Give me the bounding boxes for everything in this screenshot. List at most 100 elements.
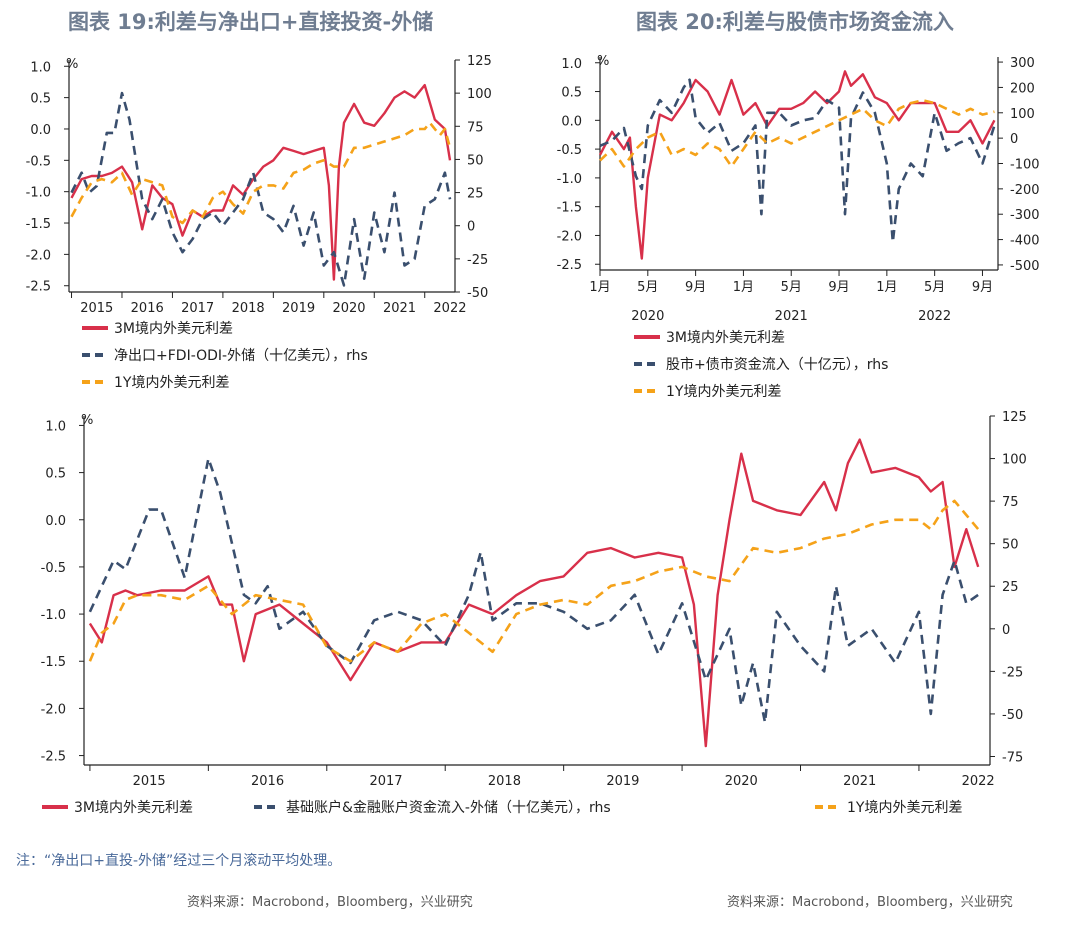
chart20-series-0 — [598, 70, 996, 260]
chart20-ytick-right: 200 — [1010, 81, 1035, 96]
chart19-y-unit: % — [66, 57, 78, 72]
chart-bottom-legend-label: 3M境内外美元利差 — [74, 800, 193, 816]
chart20-ytick-left: 1.0 — [561, 57, 582, 72]
chart19-xtick: 2017 — [181, 301, 214, 316]
chart20-xtick: 1月 — [876, 280, 897, 295]
chart19-xtick: 2018 — [232, 301, 265, 316]
chart20-xtick: 9月 — [685, 280, 706, 295]
chart19-legend-label: 1Y境内外美元利差 — [114, 375, 229, 391]
chart20-y-unit: % — [597, 54, 609, 69]
chart20-title: 图表 20:利差与股债市场资金流入 — [636, 10, 954, 34]
chart19-ytick-left: -0.5 — [26, 154, 51, 169]
chart19-series-1 — [70, 91, 452, 287]
chart20-ytick-left: -1.0 — [557, 172, 582, 187]
chart19-xtick: 2019 — [282, 301, 315, 316]
chart19-ytick-left: -2.5 — [26, 280, 51, 295]
chart19-xtick: 2015 — [80, 301, 113, 316]
chart19-series-2 — [70, 121, 452, 225]
chart19-ytick-right: 50 — [467, 153, 484, 168]
chart-bottom-legend-label: 1Y境内外美元利差 — [847, 800, 962, 816]
chart19-ytick-right: 0 — [467, 220, 475, 235]
chart20-year-label: 2022 — [918, 309, 951, 324]
chart20-series-2 — [599, 98, 995, 168]
chart19-ytick-left: 1.0 — [30, 60, 51, 75]
chart19-ytick-right: -50 — [467, 286, 488, 301]
chart-bottom-ytick-right: 0 — [1002, 623, 1010, 638]
chart19-ytick-left: -2.0 — [26, 248, 51, 263]
chart19-xtick: 2021 — [383, 301, 416, 316]
chart-bottom-ytick-right: 125 — [1002, 410, 1027, 425]
chart19-legend-label: 净出口+FDI-ODI-外储（十亿美元），rhs — [114, 348, 368, 364]
chart20-series-1 — [599, 78, 996, 244]
chart20-ytick-right: -400 — [1010, 234, 1040, 249]
chart-bottom-ytick-left: 0.5 — [45, 467, 66, 482]
chart-bottom-ytick-right: -75 — [1002, 750, 1023, 765]
chart19-ytick-right: -25 — [467, 253, 488, 268]
chart19-ytick-right: 75 — [467, 120, 484, 135]
chart-bottom-xtick: 2017 — [369, 774, 402, 789]
chart20-ytick-right: -300 — [1010, 208, 1040, 223]
chart-bottom-ytick-left: -1.0 — [41, 608, 66, 623]
chart19-ytick-left: -1.0 — [26, 186, 51, 201]
chart19-ytick-left: 0.0 — [30, 123, 51, 138]
chart-bottom-ytick-right: 100 — [1002, 453, 1027, 468]
chart19-xtick: 2016 — [131, 301, 164, 316]
chart20-ytick-right: -200 — [1010, 183, 1040, 198]
chart-bottom-xtick: 2020 — [725, 774, 758, 789]
chart19-ytick-left: -1.5 — [26, 217, 51, 232]
chart-bottom-series-2 — [88, 499, 980, 663]
chart-bottom-y-unit: % — [81, 413, 93, 428]
chart-bottom-ytick-left: 1.0 — [45, 419, 66, 434]
chart20-ytick-right: 100 — [1010, 107, 1035, 122]
chart-bottom-legend-label: 基础账户&金融账户资金流入-外储（十亿美元），rhs — [286, 799, 611, 816]
chart20-ytick-right: 300 — [1010, 56, 1035, 71]
chart-bottom-ytick-right: -50 — [1002, 708, 1023, 723]
chart20-ytick-right: -100 — [1010, 158, 1040, 173]
chart-bottom-ytick-right: 75 — [1002, 495, 1019, 510]
chart-bottom-ytick-right: 50 — [1002, 538, 1019, 553]
source-right: 资料来源：Macrobond，Bloomberg，兴业研究 — [727, 895, 1013, 910]
chart-bottom-xtick: 2018 — [488, 774, 521, 789]
chart20-year-label: 2020 — [631, 309, 664, 324]
chart20-ytick-right: -500 — [1010, 259, 1040, 274]
chart20-legend-label: 股市+债市资金流入（十亿元），rhs — [666, 356, 888, 373]
chart-bottom-ytick-left: 0.0 — [45, 514, 66, 529]
chart20-ytick-left: -1.5 — [557, 201, 582, 216]
chart20-year-label: 2021 — [775, 309, 808, 324]
chart-bottom-ytick-right: -25 — [1002, 665, 1023, 680]
chart19-ytick-right: 25 — [467, 187, 484, 202]
chart-bottom-xtick: 2015 — [133, 774, 166, 789]
chart19-xtick: 2020 — [332, 301, 365, 316]
chart20-xtick: 5月 — [781, 280, 802, 295]
chart19-xtick: 2022 — [433, 301, 466, 316]
chart19: 1.0 0.5 0.0 -0.5 -1.0 -1.5 -2.0 -2.5% 125 100 75 50… — [26, 54, 492, 391]
chart-bottom-ytick-left: -1.5 — [41, 655, 66, 670]
chart-bottom-ytick-left: -2.0 — [41, 702, 66, 717]
chart20-legend-label: 1Y境内外美元利差 — [666, 384, 781, 400]
chart20-xtick: 1月 — [733, 280, 754, 295]
chart-bottom-xtick: 2016 — [251, 774, 284, 789]
chart19-series-0 — [70, 83, 452, 281]
chart20-ytick-left: 0.5 — [561, 86, 582, 101]
chart19-ytick-right: 100 — [467, 87, 492, 102]
footnote: 注：“净出口+直投-外储”经过三个月滚动平均处理。 — [16, 853, 342, 869]
chart19-ytick-right: 125 — [467, 54, 492, 69]
chart-bottom: 1.0 0.5 0.0 -0.5 -1.0 -1.5 -2.0 -2.5% 125 100 75 50… — [41, 410, 1027, 816]
chart20-xtick: 5月 — [637, 280, 658, 295]
chart-bottom-series-0 — [88, 438, 980, 748]
chart19-title: 图表 19:利差与净出口+直接投资-外储 — [68, 10, 434, 34]
chart-bottom-ytick-right: 25 — [1002, 580, 1019, 595]
chart19-legend-label: 3M境内外美元利差 — [114, 321, 233, 337]
chart19-ytick-left: 0.5 — [30, 92, 51, 107]
chart20-xtick: 9月 — [972, 280, 993, 295]
chart20: 1.0 0.5 0.0 -0.5 -1.0 -1.5 -2.0 -2.5% 300 200 100 0… — [557, 54, 1040, 400]
chart20-xtick: 9月 — [828, 280, 849, 295]
chart-bottom-xtick: 2019 — [606, 774, 639, 789]
chart20-xtick: 5月 — [924, 280, 945, 295]
chart-bottom-xtick: 2021 — [843, 774, 876, 789]
chart20-legend-label: 3M境内外美元利差 — [666, 330, 785, 346]
source-left: 资料来源：Macrobond，Bloomberg，兴业研究 — [187, 895, 473, 910]
chart20-xtick: 1月 — [589, 280, 610, 295]
chart-bottom-ytick-left: -0.5 — [41, 561, 66, 576]
